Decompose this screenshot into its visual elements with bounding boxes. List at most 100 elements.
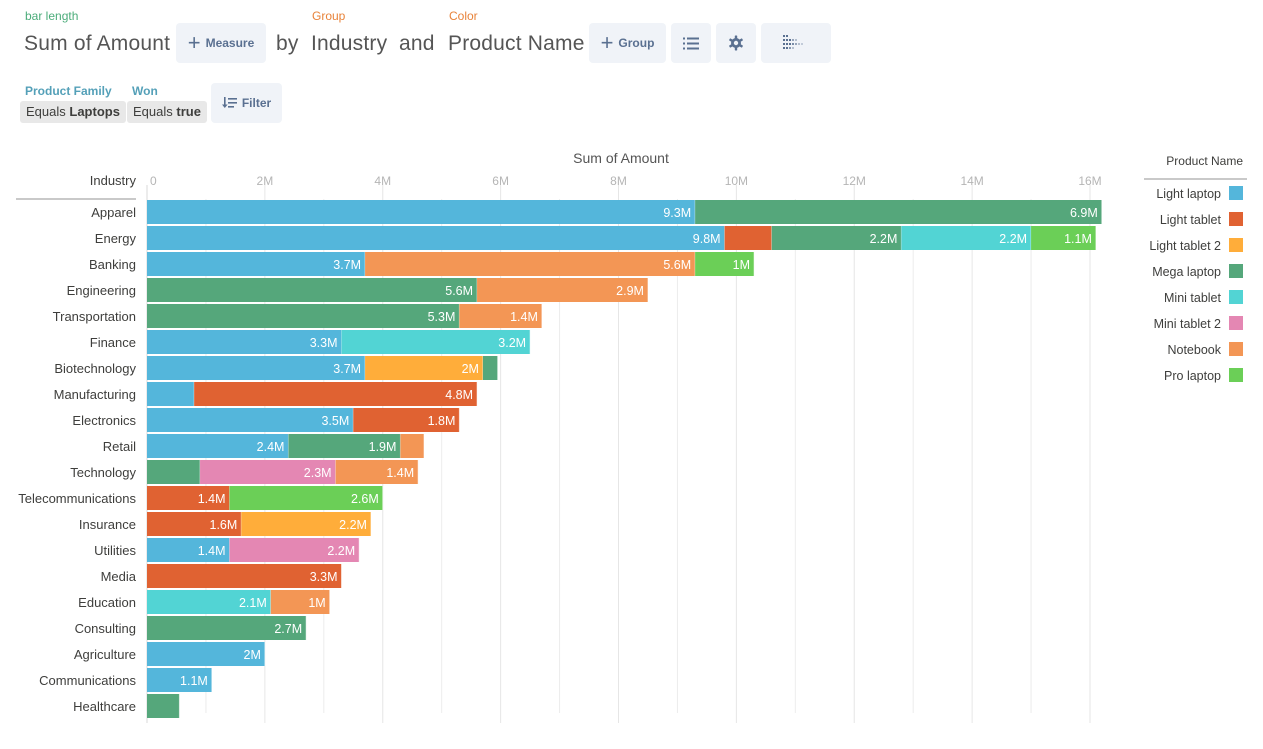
measure-value[interactable]: Sum of Amount [24,32,171,55]
legend-label: Light laptop [1156,187,1221,201]
bar-segment-mega-laptop[interactable] [147,278,478,302]
bar-segment-light-laptop[interactable] [147,538,230,562]
legend-item-mega-laptop[interactable]: Mega laptop [1152,264,1243,279]
legend: Product Name Light laptop Light tablet Lig… [1144,154,1247,383]
bar-segment-mega-laptop[interactable] [147,616,307,640]
bar-segment-light-laptop[interactable] [147,434,289,458]
x-tick-label: 10M [725,174,748,188]
y-tick-label: Communications [39,673,136,688]
bar-segment-notebook[interactable] [459,304,542,328]
filter-pill-won[interactable]: Equals true [127,101,207,123]
bar-segment-notebook[interactable] [400,434,425,458]
legend-item-pro-laptop[interactable]: Pro laptop [1164,368,1243,383]
bar-segment-notebook[interactable] [335,460,419,484]
bar-segment-light-laptop[interactable] [147,668,212,692]
bar-segment-mini-tablet[interactable] [147,590,271,614]
bar-segment-light-tablet[interactable] [147,564,342,588]
bar-segment-light-laptop[interactable] [147,642,265,666]
bar-segment-pro-laptop[interactable] [1031,226,1096,250]
bar-segment-light-laptop[interactable] [147,200,696,224]
bar-segment-light-laptop[interactable] [147,226,725,250]
legend-item-mini-tablet[interactable]: Mini tablet [1164,290,1243,305]
x-tick-label: 16M [1078,174,1101,188]
bar-segment-mega-laptop[interactable] [771,226,902,250]
bar-segment-light-tablet[interactable] [147,512,242,536]
bar-row-biotechnology: 3.7M 2M [147,356,499,380]
data-label: 2.2M [327,544,355,558]
data-label: 1.4M [386,466,414,480]
x-tick-label: 6M [492,174,509,188]
legend-label: Mini tablet [1164,291,1221,305]
legend-item-mini-tablet-2[interactable]: Mini tablet 2 [1154,316,1243,331]
data-label: 5.6M [663,258,691,272]
filter-button[interactable]: Filter [211,83,282,123]
y-tick-label: Education [78,595,136,610]
bar-segment-mini-tablet-2[interactable] [200,460,336,484]
filter-operator: Equals [26,104,66,119]
settings-button[interactable] [716,23,756,63]
filter-field-product-family: Product Family [25,84,112,98]
legend-item-light-tablet[interactable]: Light tablet [1160,212,1243,227]
x-tick-label: 12M [843,174,866,188]
bar-segment-light-tablet-2[interactable] [241,512,371,536]
add-measure-label: Measure [205,36,255,50]
bar-segment-pro-laptop[interactable] [695,252,755,276]
bar-segment-light-tablet[interactable] [147,486,230,510]
by-word: by [276,32,299,55]
data-label: 1.9M [369,440,397,454]
bar-segment-mega-laptop[interactable] [147,304,460,328]
y-tick-label: Transportation [53,309,136,324]
bar-segment-mini-tablet[interactable] [341,330,531,354]
filter-pill-product-family[interactable]: Equals Laptops [20,101,126,123]
filter-value: Laptops [69,104,120,119]
bar-segment-mega-laptop[interactable] [695,200,1102,224]
y-tick-label: Insurance [79,517,136,532]
bar-segment-light-tablet[interactable] [724,226,772,250]
legend-swatch [1229,186,1243,200]
data-label: 2.3M [304,466,332,480]
bar-segment-notebook[interactable] [477,278,648,302]
filter-field-won: Won [132,84,158,98]
bar-segment-mega-laptop[interactable] [147,694,180,718]
bar-segment-light-laptop[interactable] [147,356,366,380]
add-measure-button[interactable]: + Measure [176,23,266,63]
bar-segment-mega-laptop[interactable] [288,434,401,458]
add-group-button[interactable]: + Group [589,23,666,63]
bar-segment-mega-laptop[interactable] [147,460,201,484]
list-view-button[interactable] [671,23,711,63]
bar-segment-light-tablet[interactable] [194,382,478,406]
legend-swatch [1229,290,1243,304]
bar-segment-notebook[interactable] [365,252,696,276]
bar-segment-light-laptop[interactable] [147,382,195,406]
data-label: 3.2M [498,336,526,350]
legend-swatch [1229,342,1243,356]
bar-segment-light-tablet-2[interactable] [365,356,483,380]
bar-segment-mega-laptop[interactable] [482,356,498,380]
legend-item-light-tablet-2[interactable]: Light tablet 2 [1149,238,1243,253]
bar-segment-pro-laptop[interactable] [229,486,383,510]
bar-segment-light-laptop[interactable] [147,330,342,354]
bar-segment-notebook[interactable] [270,590,330,614]
color-value[interactable]: Product Name [448,32,585,55]
bar-segment-light-laptop[interactable] [147,252,366,276]
bar-segment-light-tablet[interactable] [353,408,460,432]
data-label: 1.4M [198,544,226,558]
group-value[interactable]: Industry [311,32,388,55]
legend-label: Light tablet 2 [1149,239,1221,253]
bar-segment-mini-tablet[interactable] [901,226,1032,250]
bar-segment-light-laptop[interactable] [147,408,354,432]
x-tick-label: 0 [150,174,157,188]
bar-segment-mini-tablet-2[interactable] [229,538,360,562]
bar-row-media: 3.3M [147,564,342,588]
bar-row-manufacturing: 4.8M [147,382,478,406]
legend-item-notebook[interactable]: Notebook [1167,342,1243,357]
data-label: 2.9M [616,284,644,298]
bar-row-technology: 2.3M 1.4M [147,460,419,484]
data-label: 5.6M [445,284,473,298]
legend-item-light-laptop[interactable]: Light laptop [1156,186,1243,201]
x-tick-label: 4M [374,174,391,188]
data-label: 9.8M [693,232,721,246]
filter-value: true [176,104,201,119]
legend-swatch [1229,316,1243,330]
chart-type-button[interactable] [761,23,831,63]
